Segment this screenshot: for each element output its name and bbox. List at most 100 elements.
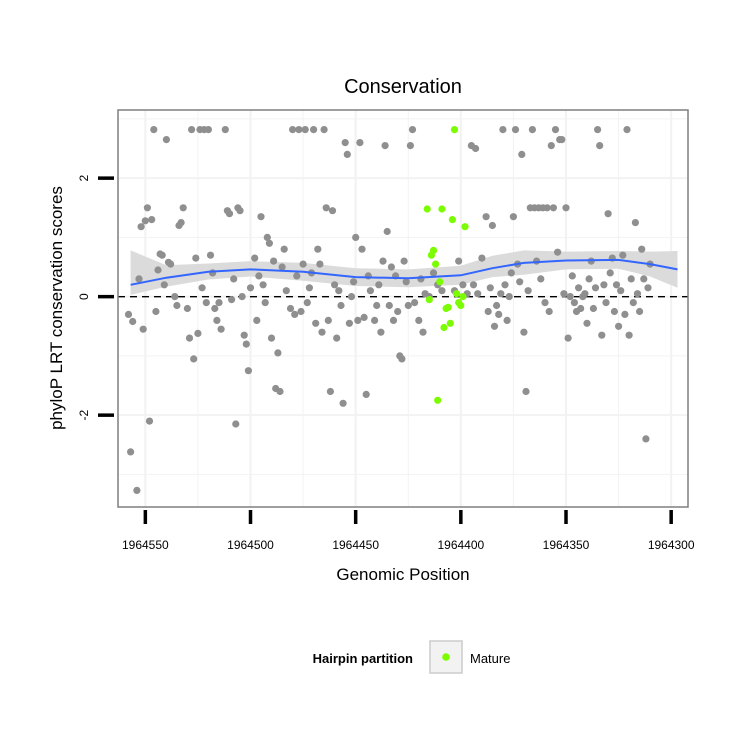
point-other xyxy=(167,260,175,268)
point-other xyxy=(371,316,379,324)
point-other xyxy=(303,299,311,307)
point-other xyxy=(558,136,566,144)
point-other xyxy=(331,281,339,289)
point-other xyxy=(564,334,572,342)
point-other xyxy=(501,281,509,289)
point-other xyxy=(577,304,585,313)
point-other xyxy=(495,310,503,318)
point-other xyxy=(360,313,368,321)
point-other xyxy=(139,325,147,333)
point-other xyxy=(575,284,583,292)
point-other xyxy=(280,245,288,253)
point-mature xyxy=(425,296,433,304)
point-other xyxy=(377,328,385,336)
point-other xyxy=(347,293,356,301)
point-other xyxy=(261,299,269,307)
point-other xyxy=(322,204,330,212)
point-other xyxy=(518,150,526,158)
x-axis: 1964550 1964500 1964450 1964400 1964350 19643… xyxy=(122,510,695,552)
point-other xyxy=(305,284,313,292)
point-other xyxy=(137,223,145,231)
point-mature xyxy=(457,301,465,310)
point-other xyxy=(198,284,206,292)
point-other xyxy=(177,219,185,227)
point-other xyxy=(270,257,278,265)
point-other xyxy=(636,307,644,316)
point-mature xyxy=(436,278,444,286)
plot-panel-border xyxy=(117,109,689,508)
point-mature xyxy=(459,293,467,301)
point-other xyxy=(150,126,158,134)
point-other xyxy=(385,301,393,310)
point-other xyxy=(419,328,427,336)
point-other xyxy=(570,299,579,307)
point-other xyxy=(362,390,370,398)
point-other xyxy=(389,316,398,324)
point-other xyxy=(124,310,133,318)
point-other xyxy=(478,254,486,262)
point-other xyxy=(293,272,301,280)
point-other xyxy=(545,307,553,316)
point-other xyxy=(394,307,402,316)
point-mature xyxy=(461,223,469,231)
point-other xyxy=(598,331,606,339)
point-other xyxy=(154,266,162,274)
point-mature xyxy=(434,396,442,404)
point-other xyxy=(160,281,168,289)
point-other xyxy=(267,334,276,342)
point-other xyxy=(320,126,328,134)
y-tick-label: 2 xyxy=(77,174,91,181)
point-other xyxy=(312,319,320,327)
point-other xyxy=(265,239,273,247)
point-other xyxy=(179,204,187,212)
point-other xyxy=(606,269,614,277)
point-other xyxy=(493,301,501,310)
point-other xyxy=(354,316,362,324)
x-tick-label: 1964500 xyxy=(227,538,274,552)
point-other xyxy=(520,328,528,336)
point-other xyxy=(612,281,621,289)
point-other xyxy=(341,139,349,147)
point-other xyxy=(244,367,252,375)
point-mature xyxy=(440,323,448,332)
point-other xyxy=(522,387,530,396)
point-other xyxy=(158,251,166,259)
point-other xyxy=(127,448,135,456)
point-other xyxy=(551,126,560,134)
point-other xyxy=(246,284,255,292)
point-mature xyxy=(432,260,440,268)
x-tick-label: 1964450 xyxy=(332,538,379,552)
point-other xyxy=(135,275,143,283)
point-other xyxy=(509,213,517,221)
point-other xyxy=(375,281,383,289)
point-other xyxy=(474,290,482,298)
point-other xyxy=(482,213,490,221)
point-other xyxy=(633,290,642,298)
point-other xyxy=(194,329,202,337)
point-other xyxy=(621,310,629,318)
point-other xyxy=(524,287,532,295)
point-other xyxy=(404,301,412,310)
point-other xyxy=(594,126,602,134)
plot-panel xyxy=(118,110,688,507)
point-other xyxy=(619,251,627,259)
point-other xyxy=(251,254,259,262)
point-other xyxy=(276,387,284,396)
point-other xyxy=(406,142,414,150)
smooth-line-layer xyxy=(130,258,678,286)
point-other xyxy=(507,269,515,277)
point-other xyxy=(217,325,225,333)
point-other xyxy=(162,136,170,144)
point-other xyxy=(314,245,322,253)
point-other xyxy=(429,269,438,277)
point-other xyxy=(143,204,151,212)
point-other xyxy=(610,307,619,316)
point-other xyxy=(211,304,219,313)
x-tick-label: 1964550 xyxy=(122,538,169,552)
point-mature xyxy=(429,246,438,254)
point-other xyxy=(438,287,446,295)
point-other xyxy=(484,307,492,316)
point-other xyxy=(596,142,604,150)
point-mature xyxy=(448,216,456,224)
point-other xyxy=(324,316,332,324)
